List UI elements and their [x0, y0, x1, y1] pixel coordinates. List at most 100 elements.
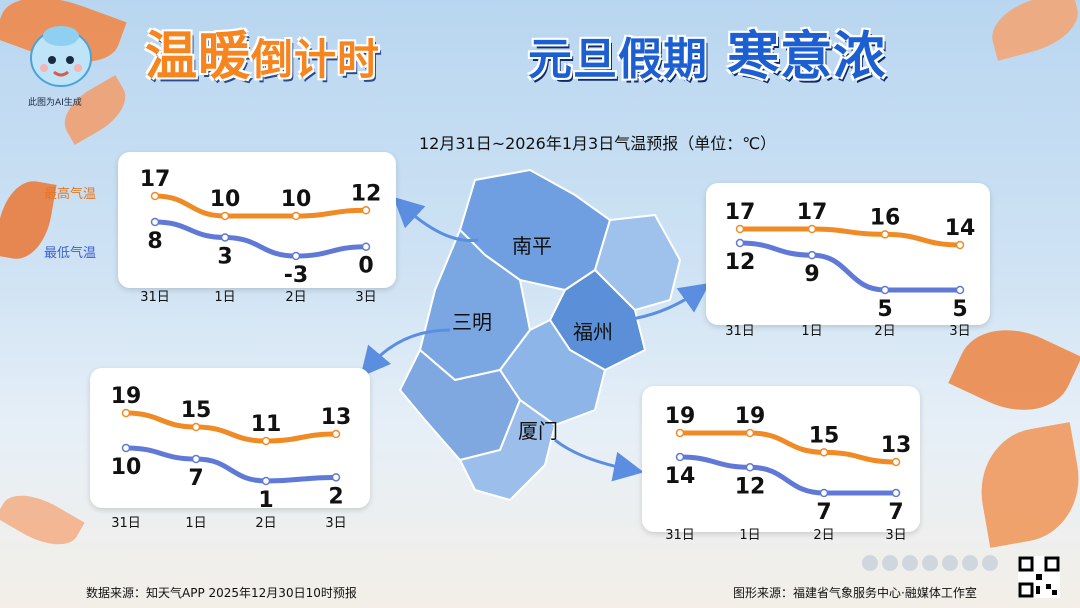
data-label-high: 10 [281, 187, 312, 212]
data-point-low [220, 233, 230, 242]
series-line-high-三明 [123, 410, 339, 444]
day-label: 3日 [325, 516, 347, 531]
data-point-high [675, 428, 685, 438]
data-label-high: 12 [351, 181, 382, 206]
data-point-high [121, 408, 131, 418]
series-line-high-厦门 [677, 430, 899, 465]
data-point-low [955, 285, 965, 295]
mascot-icon [30, 26, 92, 87]
data-label-high: 15 [809, 423, 840, 448]
data-point-high [807, 224, 817, 234]
day-label: 2日 [813, 528, 835, 543]
title-new-year-cold: 元旦假期 寒意浓 [528, 22, 886, 92]
data-label-low: 14 [665, 464, 696, 489]
data-label-high: 10 [210, 187, 241, 212]
title-part: 寒意浓 [727, 27, 887, 87]
day-label: 3日 [355, 290, 377, 305]
day-label: 3日 [949, 324, 971, 339]
day-label: 1日 [739, 528, 761, 543]
legend-high: 最高气温 [44, 187, 97, 202]
data-point-high [261, 436, 271, 446]
series-line-high-福州 [737, 226, 963, 248]
series-line-low-南平 [152, 219, 369, 259]
series-line-high-南平 [152, 193, 369, 219]
day-label: 3日 [885, 528, 907, 543]
data-point-high [150, 191, 160, 201]
series-line-low-福州 [737, 240, 963, 293]
data-label-high: 15 [181, 398, 212, 423]
city-label-sanming: 三明 [452, 310, 492, 334]
title-part: 元旦假期 [528, 34, 708, 85]
map-region-xiamen-zhangzhou [458, 398, 557, 502]
data-label-high: 19 [665, 404, 696, 429]
data-label-high: 11 [251, 412, 282, 437]
title-part: 倒计时 [251, 35, 381, 84]
data-label-low: 5 [952, 297, 967, 322]
data-label-high: 19 [735, 404, 766, 429]
data-label-low: 2 [328, 484, 343, 509]
day-label: 31日 [111, 516, 141, 531]
data-point-low [675, 452, 685, 462]
data-label-low: 0 [358, 254, 373, 279]
city-label-xiamen: 厦门 [518, 419, 558, 443]
data-point-low [735, 238, 745, 248]
day-label: 2日 [285, 290, 307, 305]
data-label-low: 12 [735, 474, 766, 499]
day-label: 2日 [874, 324, 896, 339]
data-point-low [361, 242, 371, 251]
data-point-low [291, 251, 301, 261]
data-point-high [331, 429, 341, 439]
graphic-source: 图形来源：福建省气象服务中心·融媒体工作室 [733, 586, 977, 600]
data-point-high [880, 230, 890, 239]
data-label-high: 13 [321, 405, 352, 430]
day-label: 31日 [665, 528, 695, 543]
data-point-high [361, 206, 371, 215]
day-label: 2日 [255, 516, 277, 531]
data-label-low: 8 [147, 229, 162, 254]
day-label: 1日 [185, 516, 207, 531]
data-label-low: 7 [816, 500, 831, 525]
data-source: 数据来源：知天气APP 2025年12月30日10时预报 [86, 586, 357, 600]
data-point-high [735, 224, 745, 234]
qr-code-icon [1018, 556, 1060, 598]
data-label-low: 7 [888, 500, 903, 525]
data-point-low [261, 476, 271, 486]
data-label-high: 17 [725, 200, 756, 225]
data-label-low: -3 [284, 263, 308, 288]
data-point-low [745, 463, 755, 472]
data-point-low [807, 250, 817, 260]
data-label-high: 17 [797, 200, 828, 225]
data-label-high: 16 [870, 205, 901, 230]
day-label: 31日 [725, 324, 755, 339]
data-point-high [891, 457, 901, 467]
chart-card-fuzhou [706, 183, 990, 325]
day-label: 1日 [801, 324, 823, 339]
day-label: 1日 [214, 290, 236, 305]
data-point-low [819, 488, 829, 498]
data-point-high [745, 428, 755, 438]
city-label-nanping: 南平 [512, 234, 552, 258]
subtitle: 12月31日~2026年1月3日气温预报（单位：℃） [419, 134, 777, 153]
data-label-low: 3 [217, 244, 232, 269]
day-label: 31日 [140, 290, 170, 305]
data-point-high [819, 448, 829, 457]
data-point-high [220, 211, 230, 221]
data-point-high [955, 240, 965, 250]
data-point-low [191, 454, 201, 464]
data-label-high: 17 [140, 167, 171, 192]
data-label-low: 7 [188, 466, 203, 491]
series-line-low-三明 [123, 445, 339, 484]
data-label-low: 12 [725, 250, 756, 275]
data-label-low: 10 [111, 455, 142, 480]
data-point-low [121, 443, 131, 453]
title-part: 温暖 [145, 27, 252, 87]
data-label-high: 14 [945, 216, 976, 241]
watermark [862, 555, 998, 571]
city-label-fuzhou: 福州 [573, 320, 613, 344]
data-point-low [891, 488, 901, 498]
title-warm-countdown: 温暖倒计时 [145, 22, 380, 92]
ai-generated-note: 此图为AI生成 [28, 98, 82, 108]
series-line-low-厦门 [677, 454, 899, 496]
data-label-low: 5 [877, 297, 892, 322]
